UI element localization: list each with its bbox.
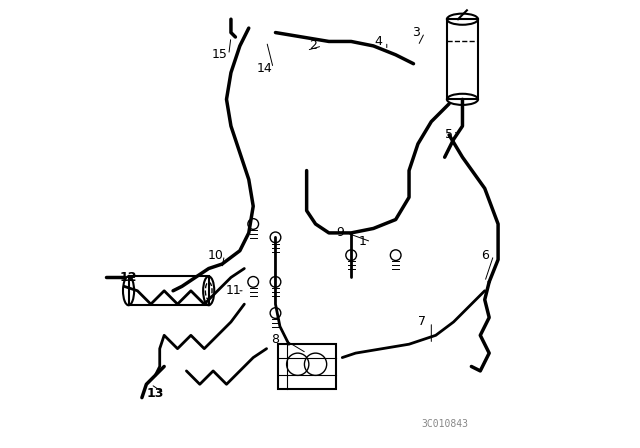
- Text: 3: 3: [412, 26, 420, 39]
- Text: 12: 12: [120, 271, 138, 284]
- Text: 2: 2: [309, 39, 317, 52]
- Text: 15: 15: [212, 48, 228, 61]
- Text: 1: 1: [358, 235, 366, 248]
- Text: 11: 11: [225, 284, 241, 297]
- Text: 7: 7: [419, 315, 426, 328]
- Text: 5: 5: [445, 129, 453, 142]
- Text: 14: 14: [257, 62, 272, 75]
- Text: 13: 13: [147, 387, 164, 400]
- Text: 9: 9: [336, 226, 344, 239]
- Text: 8: 8: [271, 333, 280, 346]
- Text: 6: 6: [481, 249, 489, 262]
- Bar: [129, 276, 209, 305]
- Text: 4: 4: [374, 35, 382, 48]
- Text: 3C010843: 3C010843: [421, 419, 468, 429]
- Bar: [278, 344, 335, 389]
- Bar: [447, 19, 478, 99]
- Text: 10: 10: [207, 249, 223, 262]
